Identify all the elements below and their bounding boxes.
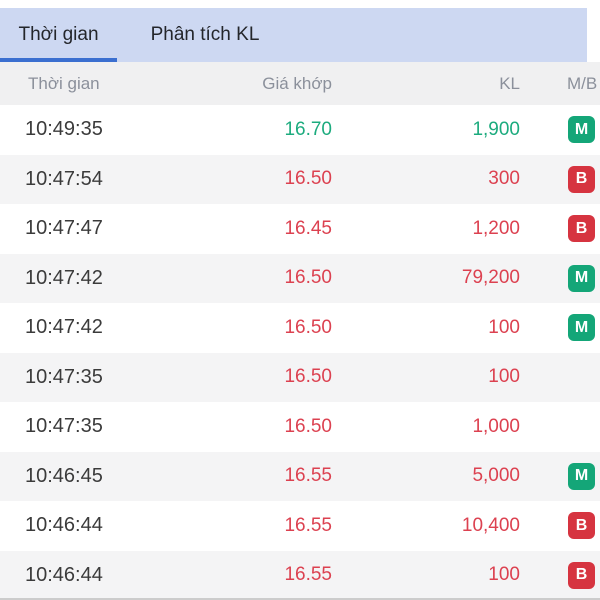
side-cell: M	[520, 264, 600, 292]
trade-time: 10:46:44	[25, 563, 103, 586]
trade-time: 10:47:47	[25, 217, 103, 240]
trade-price: 16.50	[284, 316, 332, 338]
tab-bar: Thời gian Phân tích KL	[0, 8, 587, 62]
trade-time: 10:46:45	[25, 464, 103, 487]
trade-volume: 1,200	[472, 217, 520, 239]
side-cell: M	[520, 462, 600, 490]
side-badge: M	[568, 462, 595, 490]
trade-volume: 5,000	[472, 465, 520, 487]
side-badge: B	[568, 512, 595, 540]
trade-volume: 100	[488, 316, 520, 338]
trade-volume: 100	[488, 564, 520, 586]
column-header-time: Thời gian	[28, 73, 100, 93]
side-badge: B	[568, 215, 595, 243]
trade-price: 16.50	[284, 366, 332, 388]
tab-thoi-gian[interactable]: Thời gian	[0, 8, 117, 62]
table-row: 10:47:42 16.50 79,200 M	[0, 253, 600, 303]
trade-price: 16.55	[284, 465, 332, 487]
trade-price: 16.50	[284, 168, 332, 190]
table-row: 10:49:35 16.70 1,900 M	[0, 105, 600, 155]
side-cell: B	[520, 561, 600, 589]
trade-price: 16.55	[284, 564, 332, 586]
trade-volume: 79,200	[461, 267, 520, 289]
side-badge: M	[568, 264, 595, 292]
side-cell: B	[520, 512, 600, 540]
side-badge: M	[568, 116, 595, 144]
trade-volume: 1,900	[472, 118, 520, 140]
trade-price: 16.45	[284, 217, 332, 239]
trade-price: 16.50	[284, 267, 332, 289]
trade-time: 10:47:35	[25, 365, 103, 388]
trade-rows: 10:49:35 16.70 1,900 M 10:47:54 16.50 30…	[0, 105, 600, 600]
side-cell: B	[520, 165, 600, 193]
trade-time: 10:49:35	[25, 118, 103, 141]
tab-thoi-gian-label: Thời gian	[18, 24, 99, 45]
table-row: 10:47:42 16.50 100 M	[0, 303, 600, 353]
trade-volume: 1,000	[472, 415, 520, 437]
bottom-divider	[0, 598, 600, 600]
table-row: 10:47:35 16.50 100	[0, 352, 600, 402]
trade-price: 16.55	[284, 514, 332, 536]
trade-time: 10:46:44	[25, 514, 103, 537]
tab-phan-tich-kl-label: Phân tích KL	[150, 24, 260, 45]
trade-volume: 10,400	[461, 514, 520, 536]
table-row: 10:47:54 16.50 300 B	[0, 154, 600, 204]
column-header-side: M/B	[567, 73, 598, 93]
trade-time: 10:47:54	[25, 167, 103, 190]
side-cell: B	[520, 215, 600, 243]
trade-time: 10:47:35	[25, 415, 103, 438]
table-row: 10:46:44 16.55 100 B	[0, 550, 600, 600]
side-badge: B	[568, 165, 595, 193]
trade-volume: 100	[488, 366, 520, 388]
table-row: 10:47:35 16.50 1,000	[0, 402, 600, 452]
table-row: 10:46:44 16.55 10,400 B	[0, 501, 600, 551]
table-row: 10:46:45 16.55 5,000 M	[0, 451, 600, 501]
side-badge: M	[568, 314, 595, 342]
trade-time: 10:47:42	[25, 316, 103, 339]
trade-price: 16.50	[284, 415, 332, 437]
column-header-volume: KL	[499, 73, 520, 93]
trade-volume: 300	[488, 168, 520, 190]
trade-price: 16.70	[284, 118, 332, 140]
trade-time: 10:47:42	[25, 266, 103, 289]
side-badge: B	[568, 561, 595, 589]
table-header: Thời gian Giá khớp KL M/B	[0, 62, 600, 105]
table-row: 10:47:47 16.45 1,200 B	[0, 204, 600, 254]
side-cell: M	[520, 314, 600, 342]
active-tab-underline	[0, 58, 117, 62]
side-cell: M	[520, 116, 600, 144]
tab-phan-tich-kl[interactable]: Phân tích KL	[117, 8, 293, 62]
column-header-price: Giá khớp	[262, 73, 332, 93]
